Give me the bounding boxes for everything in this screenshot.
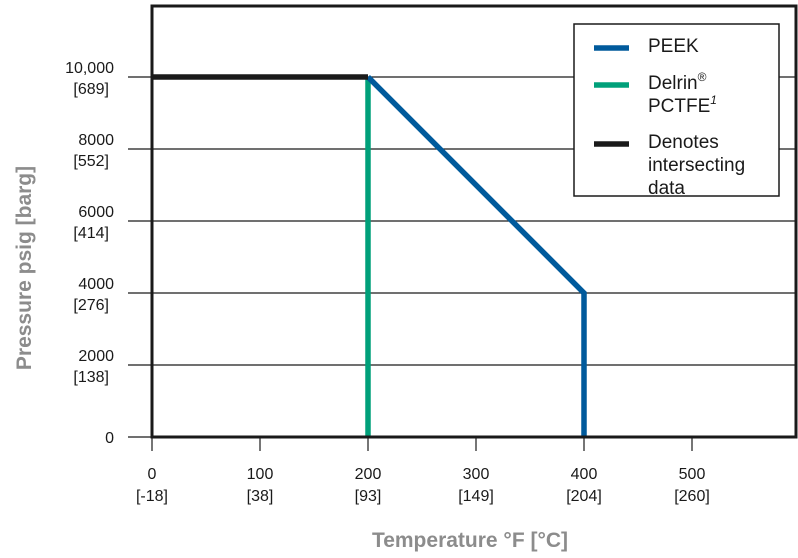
y-axis-title: Pressure psig [barg] bbox=[13, 166, 36, 370]
legend-label: Delrin® bbox=[648, 70, 707, 94]
y-tick-label: 2000 bbox=[78, 348, 114, 365]
x-axis-title: Temperature °F [°C] bbox=[372, 529, 568, 552]
legend-label-line2-text: PCTFE bbox=[648, 96, 710, 117]
legend-label-line2-sup: 1 bbox=[710, 93, 717, 107]
x-tick-label: 100 bbox=[247, 466, 274, 483]
x-tick-sublabel: [260] bbox=[674, 488, 710, 505]
legend-label: PEEK bbox=[648, 36, 699, 57]
legend-label-text: PEEK bbox=[648, 36, 699, 57]
x-tick-label: 500 bbox=[679, 466, 706, 483]
y-tick-sublabel: [276] bbox=[73, 297, 109, 314]
y-tick-label: 0 bbox=[105, 430, 114, 447]
y-tick-sublabel: [414] bbox=[73, 225, 109, 242]
legend-box bbox=[573, 23, 780, 197]
series-line-peek bbox=[366, 75, 587, 437]
y-tick-label: 8000 bbox=[78, 132, 114, 149]
legend-label-line2-text: intersecting bbox=[648, 155, 745, 176]
legend-label-text: Delrin bbox=[648, 73, 698, 94]
series-lines bbox=[152, 74, 587, 437]
legend-label-line2: PCTFE1 bbox=[648, 93, 717, 117]
x-tick-sublabel: [149] bbox=[458, 488, 494, 505]
y-tick-label: 10,000 bbox=[65, 60, 114, 77]
x-tick-label: 200 bbox=[355, 466, 382, 483]
legend-label-line3: data bbox=[648, 178, 685, 199]
y-tick-sublabel: [689] bbox=[73, 81, 109, 98]
y-tick-label: 6000 bbox=[78, 204, 114, 221]
x-tick-label: 400 bbox=[571, 466, 598, 483]
y-tick-sublabel: [552] bbox=[73, 153, 109, 170]
x-tick-label: 0 bbox=[148, 466, 157, 483]
x-tick-sublabel: [204] bbox=[566, 488, 602, 505]
legend-label-text: Denotes bbox=[648, 132, 719, 153]
axis-ticks: 02000[138]4000[276]6000[414]8000[552]10,… bbox=[65, 60, 710, 505]
x-tick-label: 300 bbox=[463, 466, 490, 483]
legend-label: Denotes bbox=[648, 132, 719, 153]
x-tick-sublabel: [38] bbox=[247, 488, 274, 505]
legend-label-sup: ® bbox=[698, 70, 707, 84]
x-tick-sublabel: [-18] bbox=[136, 488, 168, 505]
x-tick-sublabel: [93] bbox=[355, 488, 382, 505]
y-tick-label: 4000 bbox=[78, 276, 114, 293]
y-tick-sublabel: [138] bbox=[73, 369, 109, 386]
legend-label-line2: intersecting bbox=[648, 155, 745, 176]
